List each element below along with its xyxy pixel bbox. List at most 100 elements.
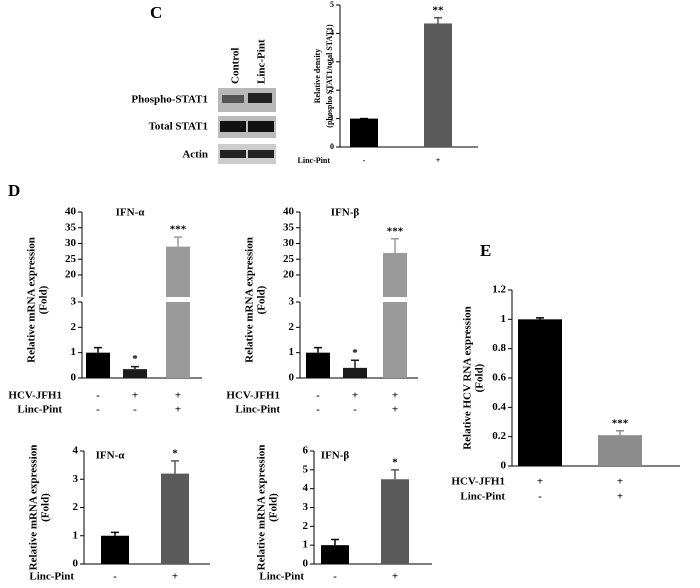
row-mark: - bbox=[113, 571, 117, 583]
error-bar bbox=[391, 238, 399, 268]
row-mark: + bbox=[172, 571, 178, 583]
y-tick-label: 30 bbox=[65, 237, 77, 249]
y-tick-label: 20 bbox=[65, 268, 77, 280]
bar bbox=[424, 23, 452, 147]
y-axis-label: Relative HCV RNA expression bbox=[462, 306, 474, 450]
y-tick-label: 2 bbox=[330, 85, 334, 94]
significance-label: * bbox=[352, 347, 358, 359]
y-tick-label: 4 bbox=[303, 482, 309, 494]
row-mark: - bbox=[353, 404, 357, 416]
error-bar bbox=[111, 531, 119, 536]
y-tick-label: 25 bbox=[283, 253, 295, 265]
error-bar bbox=[391, 469, 399, 480]
y-tick-label: 0 bbox=[289, 372, 295, 384]
y-tick-label: 4 bbox=[73, 445, 79, 457]
y-tick-label: 1 bbox=[71, 346, 77, 358]
panel-letter: C bbox=[150, 3, 162, 22]
bar bbox=[518, 319, 562, 466]
row-label: Linc-Pint bbox=[298, 156, 331, 165]
y-tick-label: 2 bbox=[71, 321, 77, 333]
y-tick-label: 3 bbox=[289, 296, 295, 308]
y-tick-label: 1 bbox=[73, 529, 79, 541]
y-tick-label: 6 bbox=[303, 445, 309, 457]
y-axis-label: (Fold) bbox=[40, 493, 52, 522]
y-tick-label: 40 bbox=[65, 206, 77, 218]
y-tick-label: 30 bbox=[283, 237, 295, 249]
y-tick-label: 5 bbox=[303, 463, 309, 475]
y-tick-label: 3 bbox=[330, 57, 334, 66]
bar bbox=[321, 545, 349, 564]
row-label: Linc-Pint bbox=[460, 491, 505, 503]
error-bar bbox=[536, 317, 544, 320]
bar bbox=[166, 302, 190, 378]
y-tick-label: 0.8 bbox=[492, 342, 506, 354]
y-tick-label: 5 bbox=[330, 0, 334, 9]
y-tick-label: 0 bbox=[303, 558, 309, 570]
chart-title: IFN-β bbox=[331, 207, 360, 219]
row-label: Linc-Pint bbox=[17, 404, 62, 416]
bar bbox=[306, 352, 330, 378]
row-mark: + bbox=[617, 491, 623, 503]
chart-title: IFN-β bbox=[321, 450, 350, 462]
row-mark: + bbox=[537, 476, 543, 488]
blot-band bbox=[222, 95, 244, 103]
significance-label: *** bbox=[612, 417, 629, 429]
error-bar bbox=[616, 430, 624, 436]
row-mark: - bbox=[333, 571, 337, 583]
blot-column: Control bbox=[230, 48, 242, 84]
y-tick-label: 1 bbox=[330, 113, 334, 122]
row-mark: - bbox=[363, 156, 366, 165]
row-mark: + bbox=[392, 404, 398, 416]
significance-label: * bbox=[132, 353, 138, 365]
row-mark: + bbox=[436, 156, 441, 165]
error-bar bbox=[351, 359, 359, 368]
error-bar bbox=[174, 236, 182, 257]
bar bbox=[161, 473, 189, 564]
panel-letter: D bbox=[8, 181, 20, 200]
significance-label: *** bbox=[387, 225, 404, 237]
bar bbox=[350, 118, 378, 147]
panel-letter: E bbox=[480, 241, 491, 260]
row-mark: + bbox=[132, 390, 138, 402]
western-blot: Control Linc-Pint Phospho-STAT1 Total ST… bbox=[131, 39, 276, 164]
y-tick-label: 1.2 bbox=[492, 284, 506, 296]
row-mark: + bbox=[175, 390, 181, 402]
blot-band bbox=[220, 121, 246, 132]
row-mark: - bbox=[538, 491, 542, 503]
significance-label: *** bbox=[170, 224, 187, 236]
y-tick-label: 2 bbox=[289, 321, 295, 333]
blot-strip bbox=[218, 144, 276, 164]
y-tick-label: 0.6 bbox=[492, 372, 506, 384]
y-tick-label: 2 bbox=[303, 520, 309, 532]
blot-column: Linc-Pint bbox=[256, 39, 268, 84]
y-tick-label: 35 bbox=[283, 221, 295, 233]
y-tick-label: 0 bbox=[501, 460, 507, 472]
error-bar bbox=[131, 365, 139, 370]
error-bar bbox=[94, 346, 102, 353]
row-mark: + bbox=[617, 476, 623, 488]
y-tick-label: 25 bbox=[65, 253, 77, 265]
error-bar bbox=[171, 460, 179, 474]
row-mark: + bbox=[175, 404, 181, 416]
y-tick-label: 0 bbox=[71, 372, 77, 384]
y-axis-label: (Fold) bbox=[38, 285, 50, 314]
y-tick-label: 3 bbox=[303, 501, 309, 513]
y-tick-label: 3 bbox=[71, 296, 77, 308]
row-mark: - bbox=[96, 404, 100, 416]
row-mark: - bbox=[96, 390, 100, 402]
significance-label: * bbox=[392, 456, 398, 468]
y-tick-label: 3 bbox=[73, 473, 79, 485]
row-label: Linc-Pint bbox=[29, 571, 74, 583]
error-bar bbox=[434, 17, 442, 24]
y-axis-label: (Fold) bbox=[474, 363, 486, 392]
y-tick-label: 1 bbox=[289, 346, 295, 358]
row-label: HCV-JFH1 bbox=[226, 390, 280, 402]
y-tick-label: 2 bbox=[73, 501, 79, 513]
y-tick-label: 4 bbox=[330, 28, 334, 37]
blot-band bbox=[248, 150, 274, 158]
row-mark: - bbox=[316, 404, 320, 416]
bar bbox=[123, 369, 147, 378]
y-axis-label: Relative density bbox=[313, 49, 322, 103]
bar bbox=[598, 435, 642, 466]
